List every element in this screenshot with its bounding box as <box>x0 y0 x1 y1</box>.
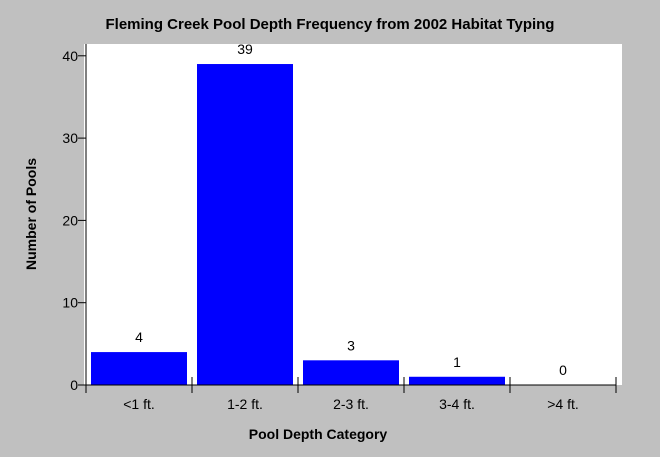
x-axis-title: Pool Depth Category <box>249 426 388 442</box>
data-label-4: 0 <box>559 362 567 378</box>
bar-1 <box>197 64 293 385</box>
data-label-2: 3 <box>347 337 355 353</box>
data-label-0: 4 <box>135 329 143 345</box>
bar-2 <box>303 360 399 385</box>
chart-title: Fleming Creek Pool Depth Frequency from … <box>106 16 555 33</box>
y-tick-label-2: 20 <box>62 212 78 228</box>
x-tick-label-4: >4 ft. <box>547 396 579 412</box>
bars-layer: 4 39 3 1 0 <box>91 41 567 385</box>
data-label-3: 1 <box>453 354 461 370</box>
data-label-1: 39 <box>237 41 253 57</box>
plot-area <box>84 44 622 385</box>
y-tick-label-0: 0 <box>70 377 78 393</box>
x-tick-label-0: <1 ft. <box>123 396 155 412</box>
y-tick-label-4: 40 <box>62 48 78 64</box>
y-tick-label-1: 10 <box>62 295 78 311</box>
bar-3 <box>409 376 505 385</box>
x-tick-label-1: 1-2 ft. <box>227 396 263 412</box>
y-axis-title: Number of Pools <box>23 158 39 270</box>
bar-0 <box>91 352 187 385</box>
y-tick-label-3: 30 <box>62 130 78 146</box>
x-tick-label-3: 3-4 ft. <box>439 396 475 412</box>
x-tick-label-2: 2-3 ft. <box>333 396 369 412</box>
